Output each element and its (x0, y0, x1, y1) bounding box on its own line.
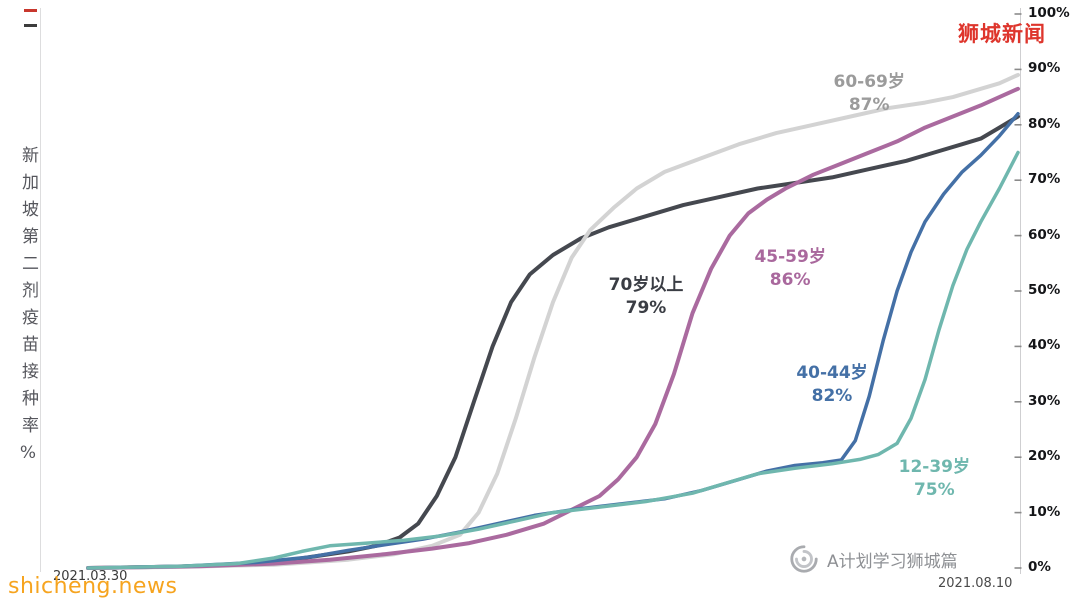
series-line-45-59 (86, 86, 1020, 570)
brand-aplan-label: A计划学习狮城篇 (827, 551, 958, 572)
brand-shicheng-news: 狮城新闻 (958, 22, 1046, 46)
chart-title-vertical: 新加坡第二剂疫苗接种率% (18, 146, 38, 473)
y-tick-label: 30% (1028, 392, 1061, 409)
y-tick-label: 90% (1028, 60, 1061, 77)
y-tick-label: 80% (1028, 115, 1061, 132)
y-tick-label: 50% (1028, 282, 1061, 298)
y-tick-label: 0% (1028, 559, 1051, 575)
brand-aplan: A计划学习狮城篇 (788, 543, 958, 575)
y-tick-label: 40% (1028, 337, 1061, 354)
watermark-shicheng-news: shicheng.news (8, 574, 178, 599)
top-left-dark-tick (24, 24, 37, 27)
y-tick-label: 70% (1028, 171, 1061, 188)
series-line-12-39 (86, 150, 1020, 570)
y-tick-label: 10% (1028, 503, 1061, 520)
top-left-red-tick (24, 9, 37, 12)
x-axis-start-date: 2021.03.30 (53, 569, 128, 584)
plot-area: 70岁以上 79% 60-69岁 87% 45-59岁 86% 40-44岁 82% 12-39… (40, 8, 1022, 580)
series-line-70plus (86, 114, 1020, 570)
x-axis-end-date: 2021.08.10 (938, 576, 1013, 591)
aplan-logo-icon (790, 545, 818, 573)
y-tick-label: 100% (1028, 5, 1070, 21)
y-tick-label: 60% (1028, 226, 1061, 243)
y-tick-label: 20% (1028, 448, 1061, 465)
series-line-40-44 (86, 111, 1020, 570)
chart-svg (40, 8, 1022, 574)
